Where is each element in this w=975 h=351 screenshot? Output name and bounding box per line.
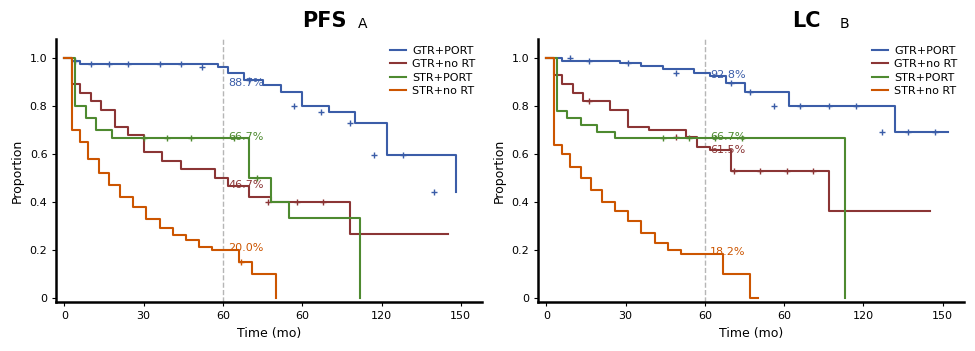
Text: 61.5%: 61.5%: [710, 145, 746, 155]
Text: 66.7%: 66.7%: [710, 132, 746, 142]
Text: LC: LC: [793, 11, 821, 31]
Text: 92.8%: 92.8%: [710, 70, 746, 80]
Text: 20.0%: 20.0%: [228, 244, 263, 253]
Text: A: A: [358, 17, 368, 31]
Text: PFS: PFS: [302, 11, 347, 31]
Text: 66.7%: 66.7%: [228, 132, 263, 142]
Legend: GTR+PORT, GTR+no RT, STR+PORT, STR+no RT: GTR+PORT, GTR+no RT, STR+PORT, STR+no RT: [868, 41, 961, 100]
Text: 46.7%: 46.7%: [228, 180, 263, 190]
Text: B: B: [839, 17, 849, 31]
Y-axis label: Proportion: Proportion: [493, 139, 506, 203]
Text: 88.7%: 88.7%: [228, 79, 264, 88]
Legend: GTR+PORT, GTR+no RT, STR+PORT, STR+no RT: GTR+PORT, GTR+no RT, STR+PORT, STR+no RT: [385, 41, 480, 100]
X-axis label: Time (mo): Time (mo): [237, 327, 301, 340]
Text: 18.2%: 18.2%: [710, 247, 746, 257]
Y-axis label: Proportion: Proportion: [11, 139, 24, 203]
X-axis label: Time (mo): Time (mo): [719, 327, 783, 340]
